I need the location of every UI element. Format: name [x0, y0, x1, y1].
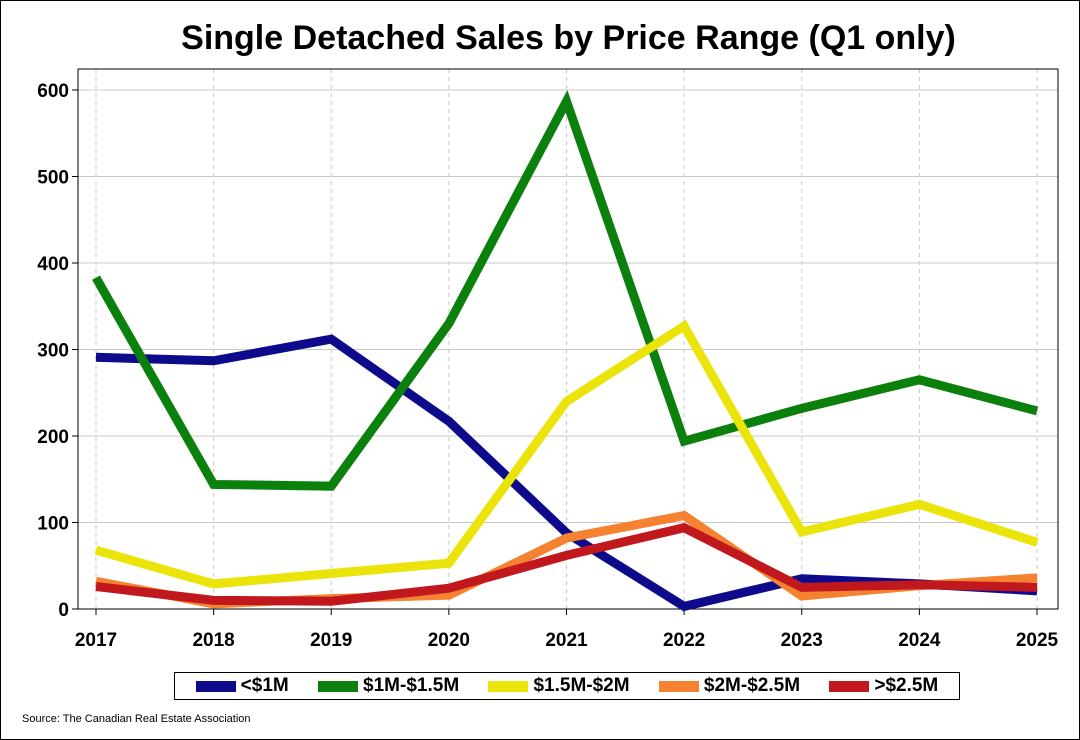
legend-swatch	[195, 680, 236, 692]
data-point	[918, 584, 920, 586]
data-point	[918, 503, 920, 505]
legend-swatch	[318, 680, 359, 692]
data-point	[566, 532, 567, 534]
legend-label: >$2.5M	[874, 675, 939, 696]
legend-item: $1.5M-$2M	[488, 675, 630, 697]
data-point	[683, 527, 685, 529]
legend: <$1M $1M-$1.5M $1.5M-$2M $2M-$2.5M >$2.5M	[174, 672, 960, 700]
legend-item: $2M-$2.5M	[658, 675, 801, 697]
y-tick-label: 600	[37, 81, 69, 102]
data-point	[566, 100, 567, 102]
data-point	[918, 379, 920, 381]
data-point	[1036, 586, 1038, 588]
x-tick-label: 2024	[898, 630, 941, 651]
data-point	[95, 549, 97, 551]
legend-item: $1M-$1.5M	[318, 675, 459, 697]
data-point	[1036, 577, 1038, 579]
x-tick-label: 2023	[781, 630, 823, 651]
y-tick-label: 500	[37, 168, 69, 189]
data-point	[330, 573, 332, 575]
data-point	[566, 554, 567, 556]
data-point	[213, 599, 215, 601]
data-point	[801, 407, 803, 409]
data-point	[683, 325, 685, 327]
x-tick-label: 2021	[545, 630, 588, 651]
x-tick-label: 2022	[663, 630, 705, 651]
y-tick-label: 400	[37, 254, 69, 275]
legend-label: $2M-$2.5M	[703, 675, 801, 696]
legend-swatch	[658, 680, 699, 692]
data-point	[566, 400, 567, 402]
legend-item: >$2.5M	[829, 675, 938, 697]
legend-swatch	[829, 680, 870, 692]
data-point	[330, 485, 332, 487]
source-note: Source: The Canadian Real Estate Associa…	[22, 713, 251, 725]
data-point	[95, 277, 97, 279]
data-point	[330, 338, 332, 340]
legend-swatch	[488, 680, 529, 692]
y-tick-label: 0	[58, 600, 69, 621]
data-point	[801, 595, 803, 597]
legend-label: $1.5M-$2M	[533, 675, 630, 696]
data-point	[801, 531, 803, 533]
legend-label: <$1M	[240, 675, 289, 696]
data-point	[330, 600, 332, 602]
data-point	[95, 586, 97, 588]
data-point	[448, 594, 450, 596]
data-point	[801, 586, 803, 588]
x-tick-label: 2020	[428, 630, 470, 651]
x-tick-label: 2019	[310, 630, 352, 651]
data-point	[683, 515, 685, 517]
chart-title: Single Detached Sales by Price Range (Q1…	[181, 19, 956, 57]
y-tick-label: 200	[37, 427, 69, 448]
legend-label: $1M-$1.5M	[363, 675, 460, 696]
data-point	[448, 420, 450, 422]
x-tick-label: 2025	[1016, 630, 1059, 651]
data-point	[213, 360, 215, 362]
data-point	[95, 356, 97, 358]
legend-item: <$1M	[195, 675, 289, 697]
data-point	[566, 537, 567, 539]
data-point	[1036, 410, 1038, 412]
data-point	[801, 578, 803, 580]
x-tick-label: 2017	[75, 630, 117, 651]
data-point	[448, 587, 450, 589]
data-point	[213, 583, 215, 585]
data-point	[95, 580, 97, 582]
data-point	[683, 440, 685, 442]
plot-border	[77, 68, 1059, 610]
data-point	[448, 323, 450, 325]
data-point	[1036, 541, 1038, 543]
data-point	[448, 562, 450, 564]
y-tick-label: 300	[37, 341, 69, 362]
data-point	[683, 605, 685, 607]
y-tick-label: 100	[37, 514, 69, 535]
data-point	[213, 483, 215, 485]
x-tick-label: 2018	[192, 630, 234, 651]
